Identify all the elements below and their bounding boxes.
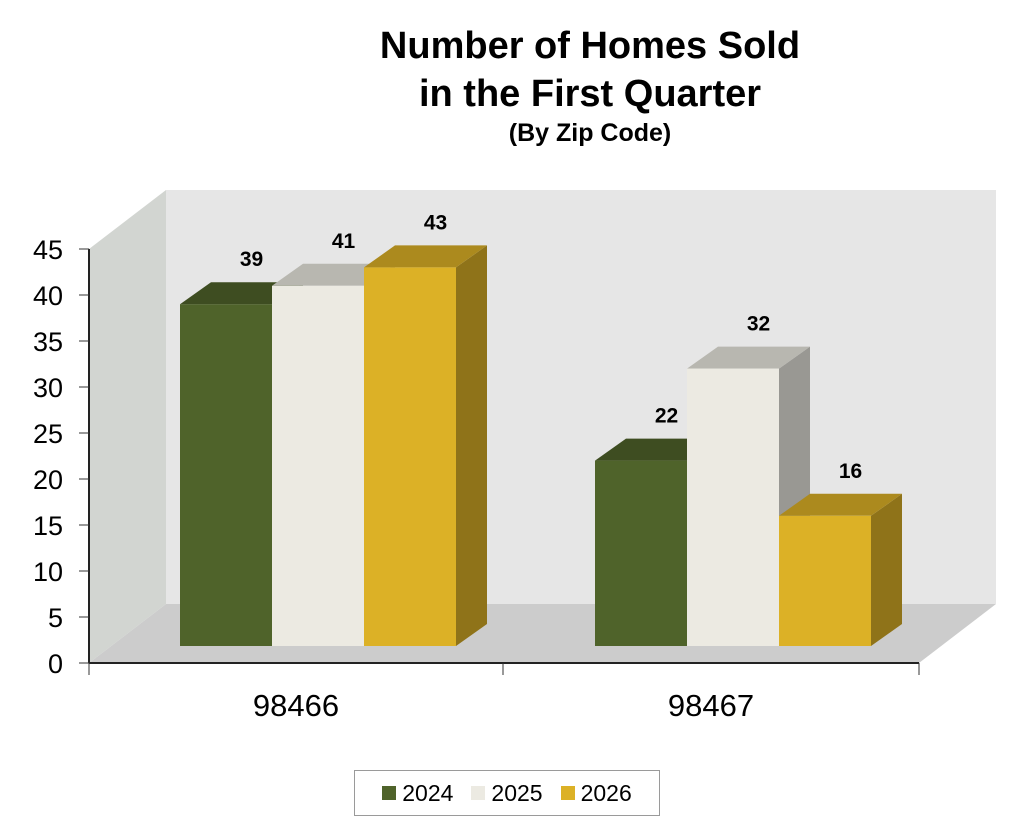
- data-label: 16: [839, 460, 862, 483]
- bar-top-face: [364, 245, 487, 268]
- y-tick-label: 5: [48, 603, 63, 633]
- chart-subtitle: (By Zip Code): [508, 119, 672, 147]
- bar-2026-98466: [364, 267, 456, 646]
- data-label: 22: [655, 405, 678, 428]
- bar-2024-98467: [595, 460, 687, 646]
- legend-label: 2026: [580, 779, 632, 806]
- bar-2024-98466: [180, 304, 272, 646]
- x-category-label: 98467: [668, 688, 754, 723]
- legend-swatch-2026: [560, 786, 575, 800]
- data-label: 32: [747, 313, 770, 336]
- y-tick-label: 15: [33, 511, 63, 541]
- chart-title-line-2: in the First Quarter: [418, 73, 762, 115]
- bar-top-face: [687, 346, 810, 369]
- y-tick-label: 20: [33, 465, 63, 495]
- chart-title-line-1: Number of Homes Sold: [379, 25, 801, 67]
- chart-legend: 2024 2025 2026: [354, 770, 660, 816]
- bar-top-face: [779, 493, 902, 516]
- bar-2025-98466: [272, 285, 364, 646]
- bar-2026-98467: [779, 515, 871, 646]
- legend-label: 2024: [402, 779, 454, 806]
- legend-swatch-2024: [382, 786, 397, 800]
- legend-item-2026: 2026: [560, 779, 632, 807]
- bar-2025-98467: [687, 368, 779, 646]
- data-label: 43: [424, 211, 447, 234]
- y-tick-label: 25: [33, 419, 63, 449]
- side-wall: [89, 190, 166, 663]
- y-tick-label: 40: [33, 281, 63, 311]
- y-tick-label: 10: [33, 557, 63, 587]
- y-tick-label: 45: [33, 235, 63, 265]
- bar-side-face: [456, 245, 487, 646]
- legend-swatch-2025: [471, 786, 486, 800]
- x-category-label: 98466: [253, 688, 339, 723]
- y-tick-label: 0: [48, 649, 63, 679]
- legend-item-2025: 2025: [471, 779, 543, 807]
- data-label: 41: [332, 230, 356, 253]
- y-tick-label: 35: [33, 327, 63, 357]
- legend-item-2024: 2024: [382, 780, 453, 807]
- legend-label: 2025: [491, 779, 543, 806]
- data-label: 39: [240, 248, 263, 271]
- bar-side-face: [871, 493, 902, 646]
- y-tick-label: 30: [33, 373, 63, 403]
